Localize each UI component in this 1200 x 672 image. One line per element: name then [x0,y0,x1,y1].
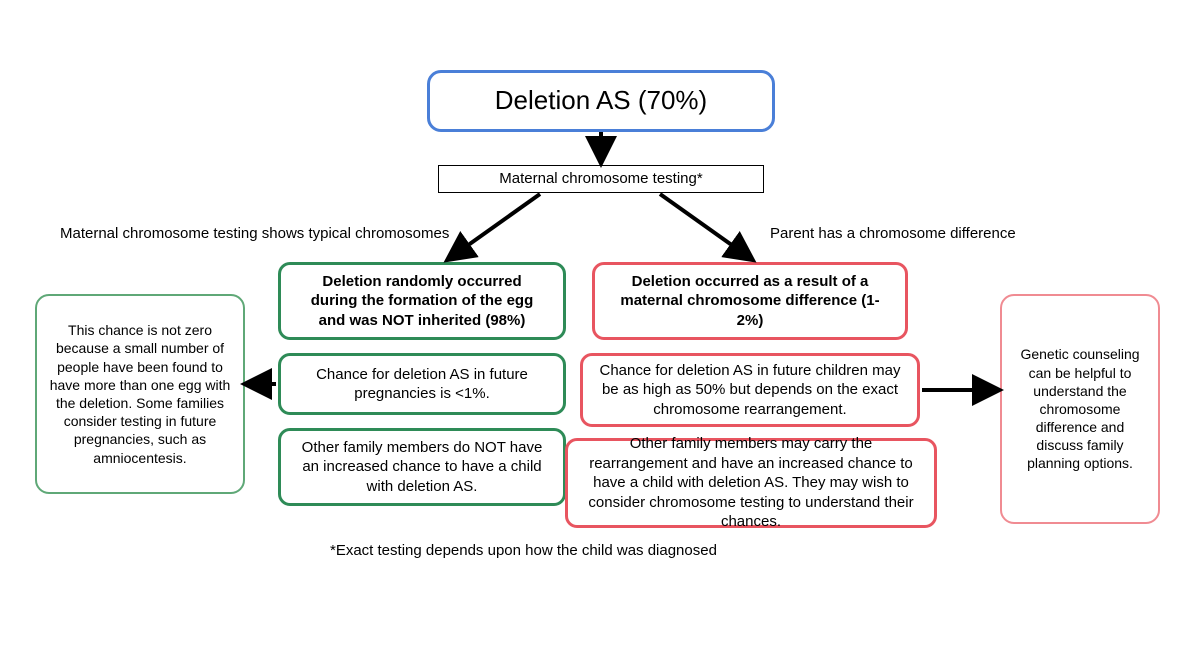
flowchart-arrows [0,0,1200,672]
